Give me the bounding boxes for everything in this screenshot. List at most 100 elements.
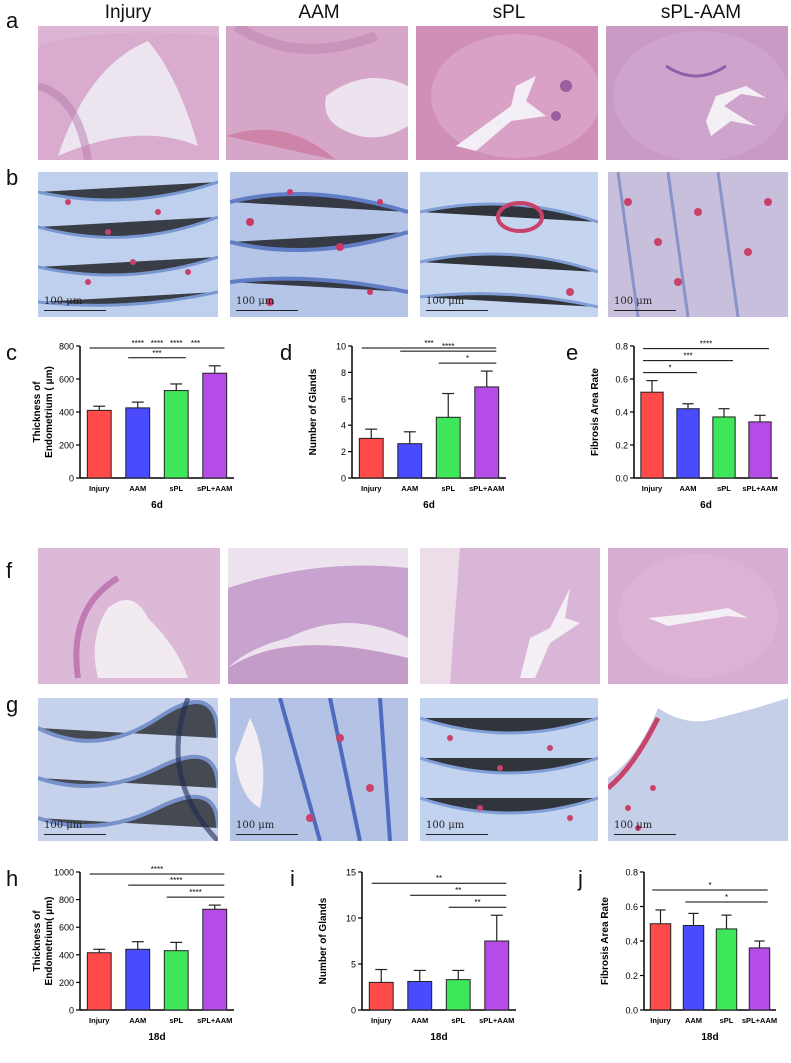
bar-injury [368,981,394,1011]
significance-label: *** [152,349,161,358]
x-tick-label: sPL [441,484,455,493]
bar-spl [435,416,461,479]
significance-label: *** [191,339,200,348]
x-axis-label: 18d [430,1032,447,1043]
significance-label: * [708,881,711,890]
bar-injury [640,391,664,479]
x-tick-label: AAM [129,484,146,493]
bar-injury [649,923,672,1011]
bar-spl-aam [748,421,772,479]
y-tick-label: 1000 [54,868,74,878]
x-tick-label: sPL [451,1016,465,1025]
x-axis-label: 6d [423,500,435,511]
x-tick-label: AAM [129,1016,146,1025]
micrograph-g-spl-aam: 100 μm [608,698,788,841]
chart-svg: 0 2 4 6 8 10 Number of Glands Injury AAM sPL sPL+A… [308,339,506,511]
scale-bar: 100 μm [236,296,298,311]
x-tick-label: AAM [679,484,696,493]
panel-label-a: a [6,8,19,33]
y-tick-label: 0.0 [625,1006,638,1016]
y-tick-label: 600 [59,375,74,385]
chart-j: 0.0 0.2 0.4 0.6 0.8 Fibrosis Area Rate Injury A… [592,862,790,1058]
bar-injury [86,952,112,1011]
x-tick-label: Injury [89,484,110,493]
bar-spl [715,928,738,1011]
micrograph-f-spl-aam [608,548,788,684]
significance-label: **** [170,339,182,348]
panel-label-g: g [6,692,19,717]
y-tick-label: 400 [59,408,74,418]
y-tick-label: 0.6 [615,375,628,385]
significance-label: **** [132,339,144,348]
x-tick-label: Injury [642,484,663,493]
chart-d: 0 2 4 6 8 10 Number of Glands Injury AAM sPL sPL+A… [300,336,520,526]
x-tick-label: AAM [685,1016,702,1025]
scale-bar: 100 μm [426,820,488,835]
y-tick-label: 0 [351,1006,356,1016]
x-tick-label: Injury [371,1016,392,1025]
y-tick-label: 0.8 [615,342,628,352]
y-tick-label: 0.6 [625,902,638,912]
bar-aam [407,980,433,1011]
x-axis-label: 6d [151,500,163,511]
y-tick-label: 10 [346,914,356,924]
chart-svg: 0.0 0.2 0.4 0.6 0.8 Fibrosis Area Rate Injury A… [600,868,777,1044]
significance-label: **** [170,876,182,885]
scale-bar: 100 μm [614,296,676,311]
chart-h: 0 200 400 600 800 1000 Thickness ofEndometrium… [28,862,248,1058]
x-axis-label: 18d [148,1032,165,1043]
x-tick-label: sPL [720,1016,734,1025]
x-tick-label: Injury [89,1016,110,1025]
scale-bar: 100 μm [44,820,106,835]
scale-bar: 100 μm [426,296,488,311]
bar-aam [125,948,151,1011]
panel-label-d: d [280,340,293,365]
x-axis-label: 18d [701,1032,718,1043]
bar-aam [125,407,151,479]
bar-spl [712,416,736,479]
y-tick-label: 8 [341,368,346,378]
bar-spl-aam [202,908,228,1011]
y-axis-label: Number of Glands [318,897,329,984]
micrograph-a-spl [416,26,598,160]
chart-e: 0.0 0.2 0.4 0.6 0.8 Fibrosis Area Rate Injury A… [582,336,791,526]
panel-label-h: h [6,866,19,891]
column-header-spl-aam: sPL-AAM [660,2,742,23]
micrograph-b-aam: 100 μm [230,172,408,317]
bar-spl [445,979,471,1011]
micrograph-g-injury: 100 μm [38,698,218,841]
significance-label: ** [474,898,480,907]
y-tick-label: 0 [69,1006,74,1016]
significance-label: **** [151,865,163,874]
bar-spl-aam [202,372,228,479]
column-header-spl: sPL [492,2,526,23]
y-tick-label: 10 [336,342,346,352]
y-axis-label: Thickness ofEndometrium( μm) [32,897,55,986]
y-tick-label: 0.4 [615,408,628,418]
y-tick-label: 0 [69,474,74,484]
micrograph-a-spl-aam [606,26,788,160]
chart-svg: 0 5 10 15 Number of Glands Injury AAM sPL sPL+AA… [318,868,516,1043]
significance-label: **** [700,340,712,349]
bar-spl-aam [484,940,510,1011]
micrograph-b-spl-aam: 100 μm [608,172,788,317]
y-tick-label: 2 [341,447,346,457]
x-tick-label: sPL+AAM [742,1016,777,1025]
y-tick-label: 5 [351,960,356,970]
significance-label: *** [424,339,433,348]
bar-aam [676,408,700,479]
x-tick-label: Injury [361,484,382,493]
bar-spl-aam [748,947,771,1011]
bar-injury [86,409,112,479]
x-tick-label: sPL+AAM [479,1016,514,1025]
y-tick-label: 0.0 [615,474,628,484]
y-tick-label: 200 [59,441,74,451]
column-header-injury: Injury [104,2,152,23]
scale-bar: 100 μm [614,820,676,835]
chart-svg: 0 200 400 600 800 1000 Thickness ofEndometrium… [32,865,234,1043]
x-tick-label: Injury [650,1016,671,1025]
significance-label: **** [151,339,163,348]
y-tick-label: 200 [59,978,74,988]
bar-aam [397,443,423,479]
chart-svg: 0 200 400 600 800 Thickness ofEndometrium ( μ… [32,339,234,511]
